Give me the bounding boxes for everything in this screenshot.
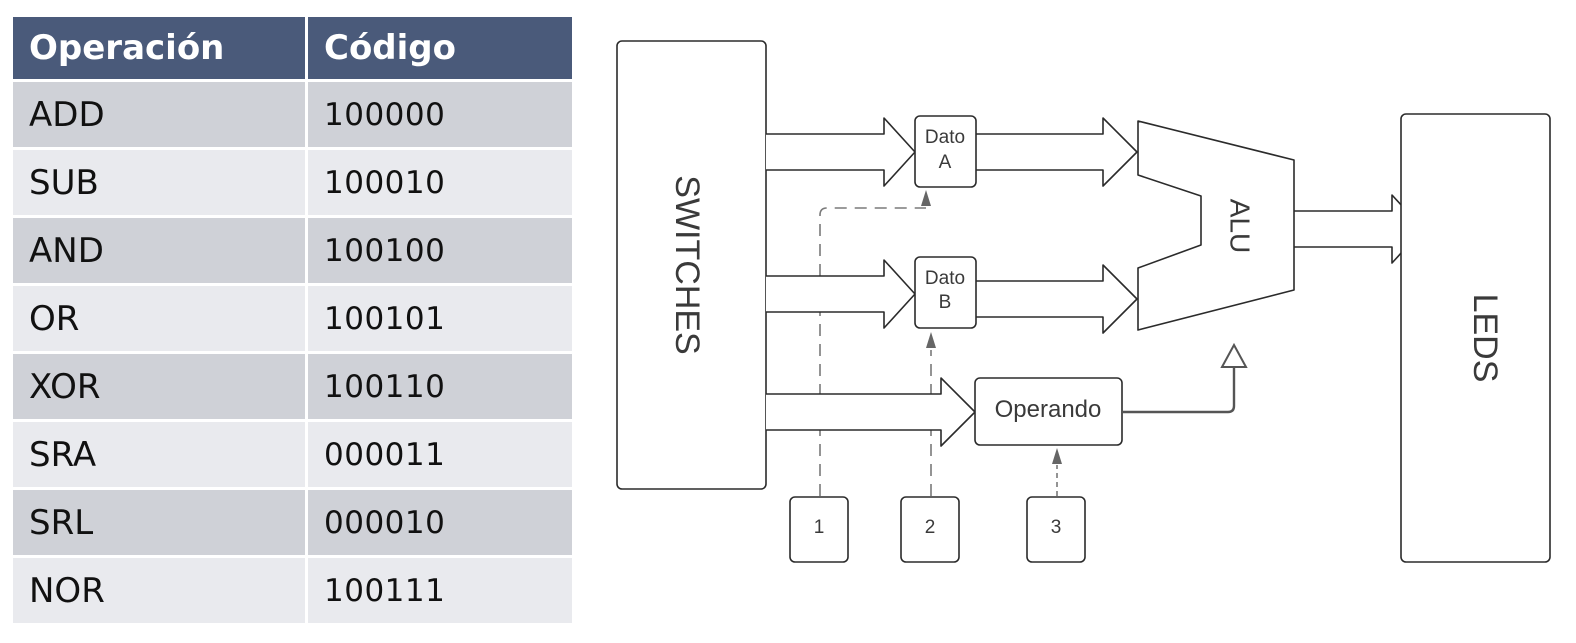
table-row: OR 100101 xyxy=(13,286,572,351)
control-arrowhead-2 xyxy=(926,332,936,348)
table-row: SUB 100010 xyxy=(13,150,572,215)
control-line-1 xyxy=(819,207,926,496)
alu-label: ALU xyxy=(1225,199,1256,253)
leds-label: LEDS xyxy=(1466,294,1504,383)
switches-label: SWITCHES xyxy=(668,175,706,354)
control-arrowhead-3 xyxy=(1052,448,1062,464)
header-codigo: Código xyxy=(308,17,572,79)
dato-b-register xyxy=(914,256,977,329)
operations-table: Operación Código ADD 100000 SUB 100010 A… xyxy=(10,14,575,626)
code-cell: 000011 xyxy=(308,422,572,487)
operation-cell: XOR xyxy=(13,354,305,419)
dato-b-label-line2: B xyxy=(939,292,952,313)
code-cell: 000010 xyxy=(308,490,572,555)
operation-cell: SRL xyxy=(13,490,305,555)
table-row: SRA 000011 xyxy=(13,422,572,487)
operando-to-alu-connector xyxy=(1122,368,1236,414)
button-1-label: 1 xyxy=(814,517,825,538)
button-3-label: 3 xyxy=(1051,517,1062,538)
dato-a-label-line2: A xyxy=(939,152,952,173)
table-row: ADD 100000 xyxy=(13,82,572,147)
operation-cell: SRA xyxy=(13,422,305,487)
table-row: AND 100100 xyxy=(13,218,572,283)
button-3 xyxy=(1026,496,1086,563)
table-row: XOR 100110 xyxy=(13,354,572,419)
dato-b-to-alu-arrow xyxy=(976,264,1138,334)
dato-a-label-line1: Dato xyxy=(925,127,965,148)
operation-cell: ADD xyxy=(13,82,305,147)
switches-block xyxy=(616,40,767,490)
table-row: NOR 100111 xyxy=(13,558,572,623)
alu-block xyxy=(1137,120,1295,331)
operation-cell: NOR xyxy=(13,558,305,623)
table-row: SRL 000010 xyxy=(13,490,572,555)
code-cell: 100101 xyxy=(308,286,572,351)
operation-cell: AND xyxy=(13,218,305,283)
operation-cell: OR xyxy=(13,286,305,351)
dato-a-to-alu-arrow xyxy=(976,117,1138,187)
button-2 xyxy=(900,496,960,563)
switches-to-dato-b-arrow xyxy=(766,259,916,329)
operation-cell: SUB xyxy=(13,150,305,215)
control-arrowhead-1 xyxy=(921,190,931,206)
operando-to-alu-arrowhead xyxy=(1220,342,1248,368)
code-cell: 100110 xyxy=(308,354,572,419)
code-cell: 100010 xyxy=(308,150,572,215)
button-1 xyxy=(789,496,849,563)
code-cell: 100111 xyxy=(308,558,572,623)
switches-to-operando-arrow xyxy=(766,377,976,447)
code-cell: 100100 xyxy=(308,218,572,283)
switches-to-dato-a-arrow xyxy=(766,117,916,187)
button-2-label: 2 xyxy=(925,517,936,538)
dato-a-register xyxy=(914,115,977,188)
table-header-row: Operación Código xyxy=(13,17,572,79)
dato-b-label-line1: Dato xyxy=(925,268,965,289)
operando-label: Operando xyxy=(995,396,1102,423)
code-cell: 100000 xyxy=(308,82,572,147)
leds-block xyxy=(1400,113,1551,563)
header-operacion: Operación xyxy=(13,17,305,79)
